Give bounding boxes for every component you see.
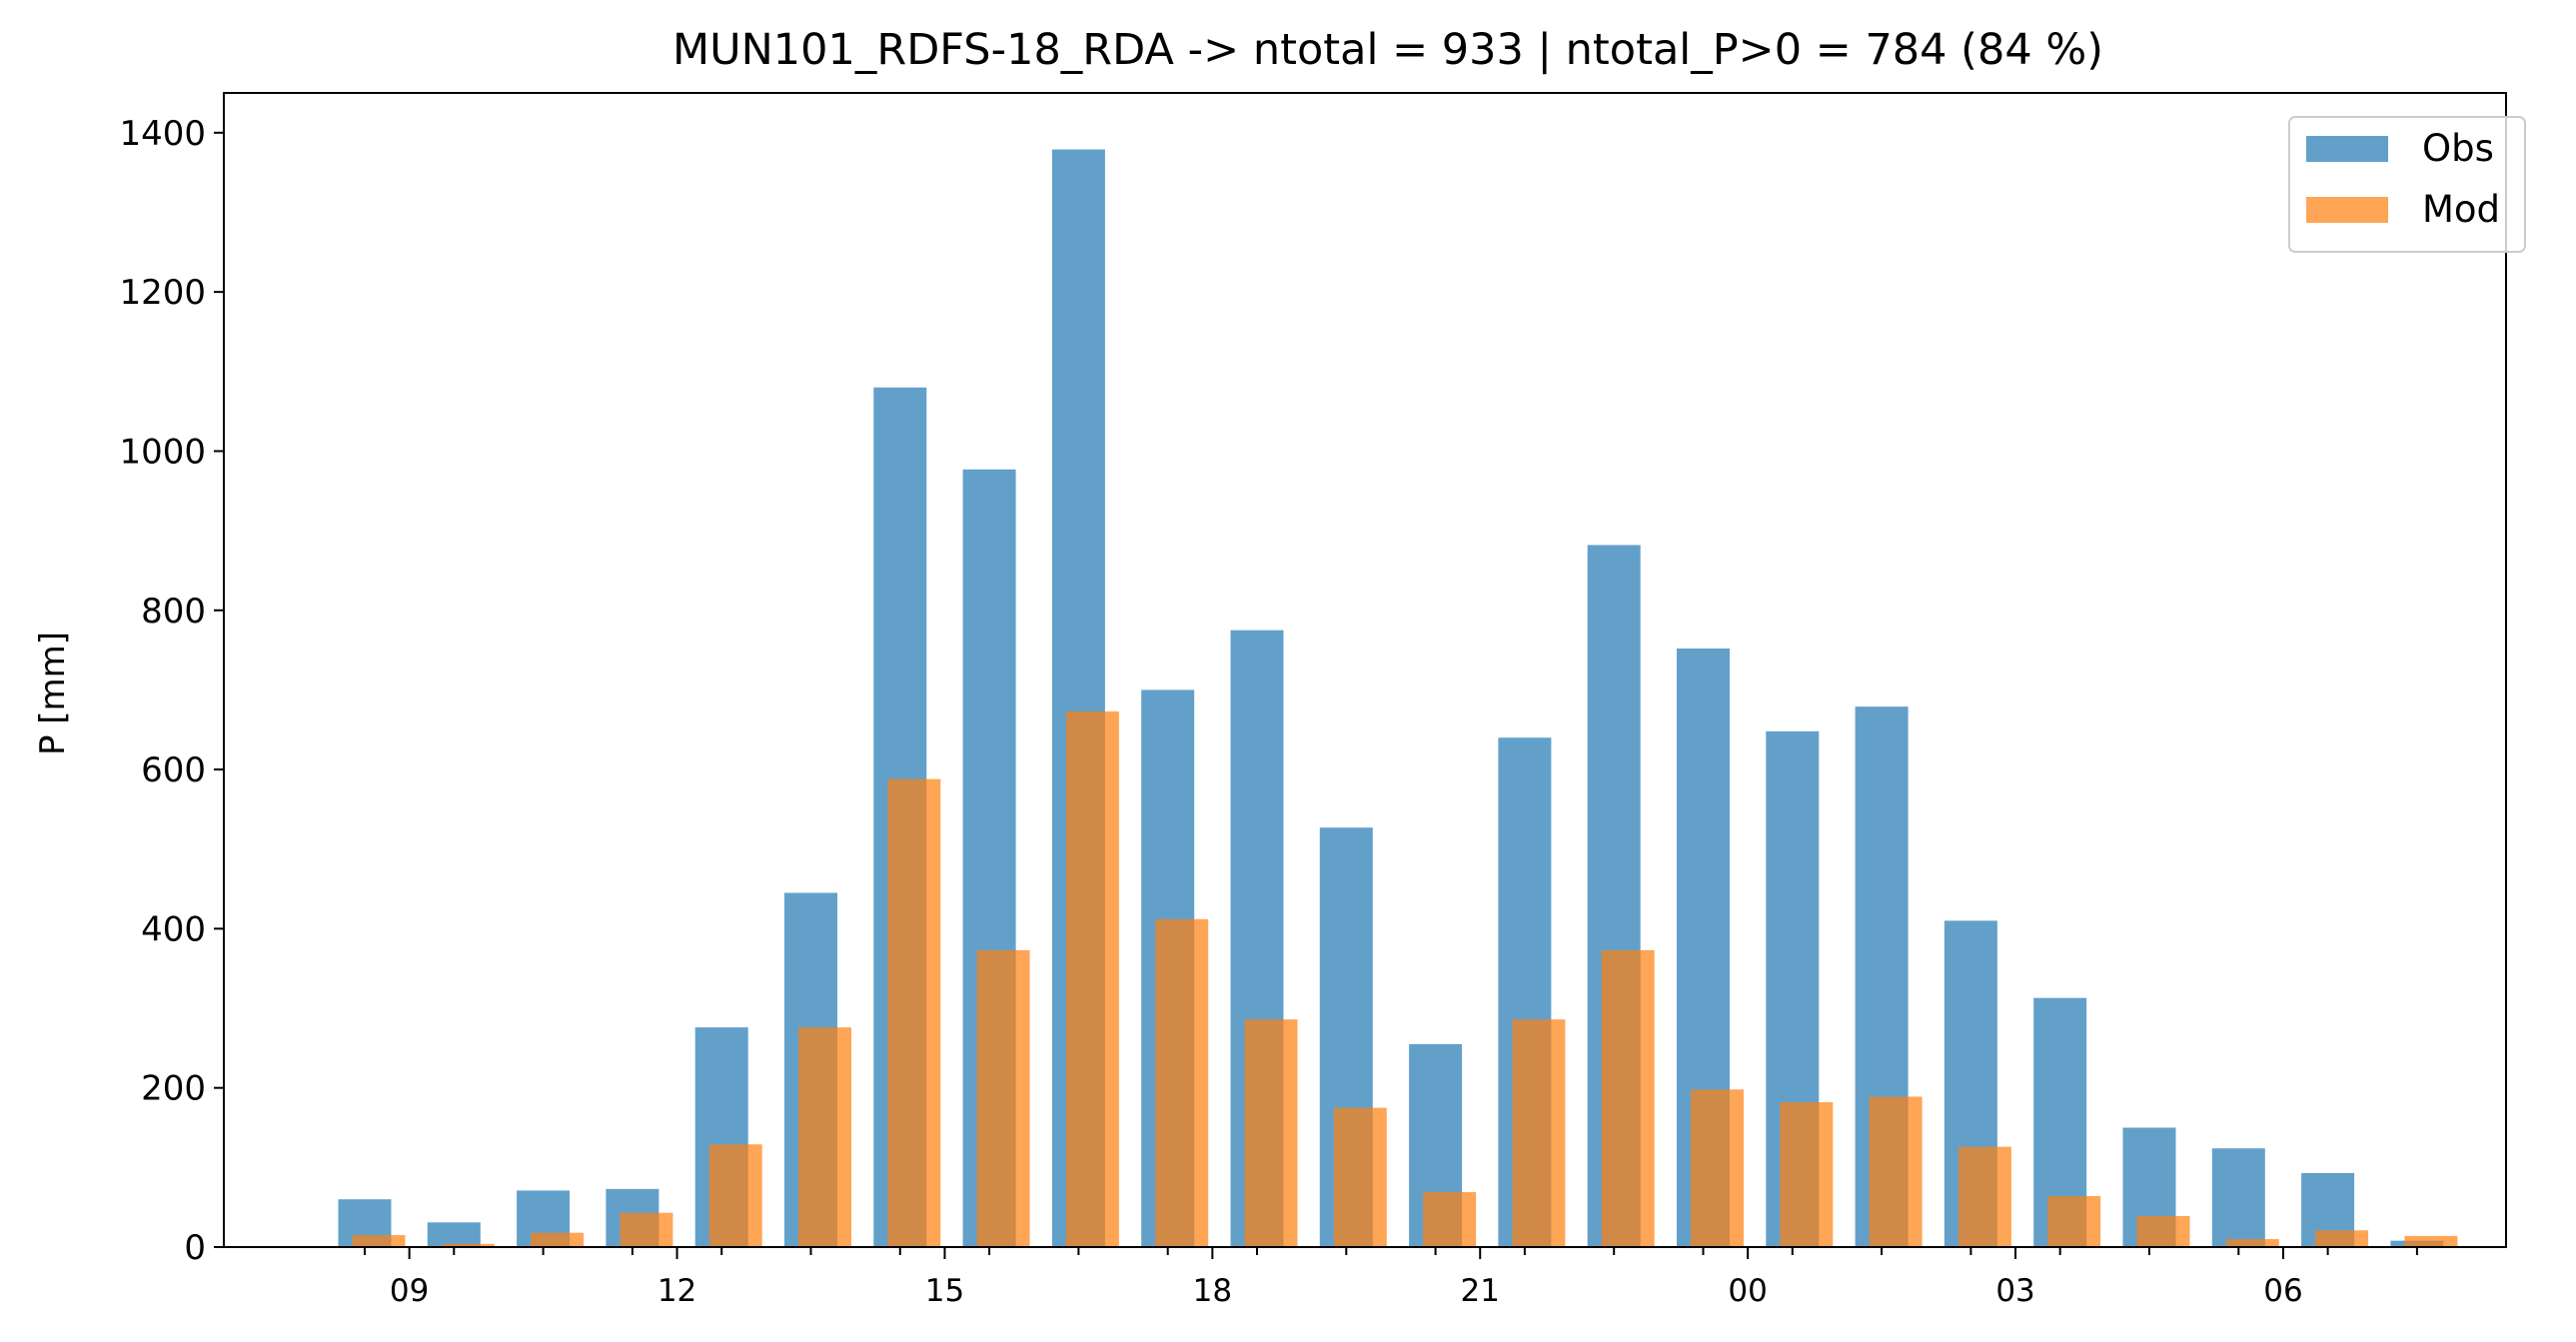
legend-swatch-mod — [2306, 197, 2388, 223]
x-tick-label-21: 21 — [1461, 1273, 1500, 1309]
mod-bar-23 — [1691, 1089, 1744, 1247]
legend: Obs Mod — [2288, 116, 2526, 253]
x-tick-label-09: 09 — [390, 1273, 429, 1309]
mod-bar-10 — [531, 1232, 585, 1247]
legend-label-obs: Obs — [2422, 127, 2494, 170]
x-axis: 09 12 15 18 21 00 03 06 — [364, 1247, 2418, 1309]
mod-bar-11 — [620, 1212, 673, 1247]
mod-bar-19 — [1333, 1107, 1387, 1247]
y-tick-label-1200: 1200 — [119, 273, 206, 313]
legend-label-mod: Mod — [2422, 188, 2500, 231]
plot-frame — [223, 92, 2507, 1248]
mod-bar-18 — [1244, 1019, 1298, 1247]
y-tick-label-400: 400 — [141, 909, 206, 949]
y-tick-label-600: 600 — [141, 750, 206, 790]
x-tick-label-12: 12 — [657, 1273, 696, 1309]
x-tick-label-00: 00 — [1728, 1273, 1767, 1309]
y-tick-label-0: 0 — [184, 1228, 206, 1268]
mod-bar-06 — [2315, 1230, 2369, 1247]
y-tick-label-1400: 1400 — [119, 114, 206, 154]
x-tick-label-18: 18 — [1193, 1273, 1232, 1309]
y-axis-label: P [mm] — [33, 632, 73, 755]
mod-bar-20 — [1423, 1192, 1477, 1247]
mod-bar-17 — [1155, 918, 1209, 1247]
mod-bar-13 — [798, 1027, 851, 1247]
mod-bar-22 — [1601, 949, 1655, 1247]
mod-bar-09 — [441, 1243, 495, 1247]
mod-bar-04 — [2136, 1215, 2190, 1247]
mod-bar-14 — [887, 778, 941, 1247]
x-tick-label-03: 03 — [1995, 1273, 2034, 1309]
x-tick-label-06: 06 — [2263, 1273, 2302, 1309]
chart-title: MUN101_RDFS-18_RDA -> ntotal = 933 | nto… — [672, 25, 2103, 75]
x-tick-label-15: 15 — [925, 1273, 964, 1309]
y-tick-label-200: 200 — [141, 1069, 206, 1109]
mod-bar-07 — [2404, 1235, 2458, 1247]
mod-bar-05 — [2225, 1239, 2279, 1247]
y-axis: 0 200 400 600 800 1000 1200 1400 — [119, 114, 224, 1268]
mod-bar-16 — [1065, 710, 1119, 1247]
mod-bar-21 — [1512, 1019, 1566, 1247]
mod-bars — [352, 710, 2458, 1247]
mod-bar-02 — [1957, 1146, 2011, 1247]
obs-bars — [338, 149, 2444, 1248]
y-tick-label-1000: 1000 — [119, 432, 206, 472]
mod-bar-01 — [1869, 1096, 1923, 1247]
legend-swatch-obs — [2306, 136, 2388, 162]
mod-bar-12 — [708, 1144, 762, 1247]
y-tick-label-800: 800 — [141, 592, 206, 632]
mod-bar-03 — [2047, 1196, 2101, 1247]
mod-bar-00 — [1780, 1102, 1834, 1247]
obs-bar-05 — [2211, 1148, 2265, 1247]
mod-bar-15 — [976, 949, 1030, 1247]
mod-bar-08 — [352, 1235, 406, 1247]
obs-bar-09 — [427, 1222, 481, 1247]
